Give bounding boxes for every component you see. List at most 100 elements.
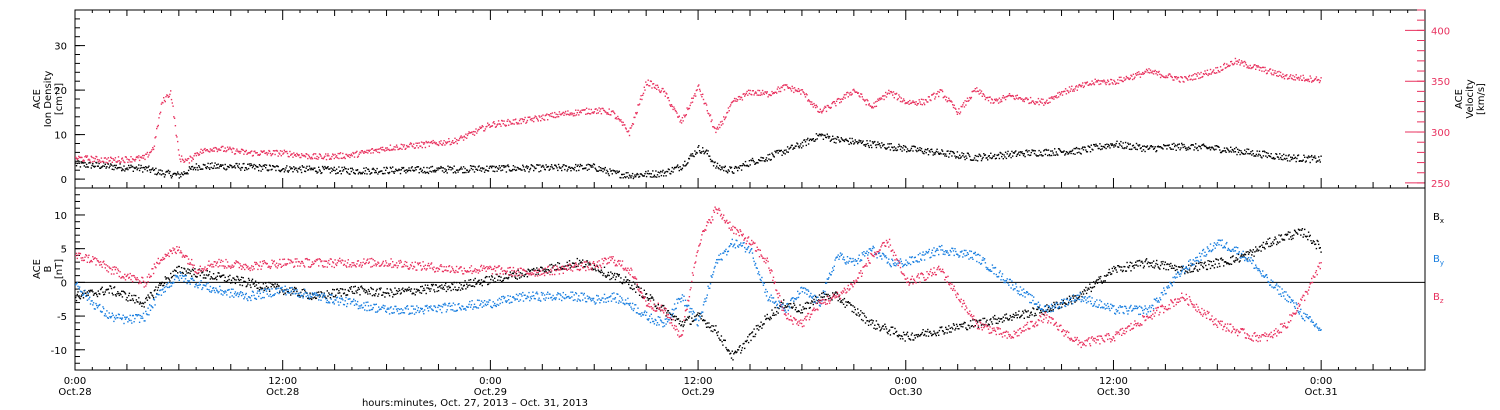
top-series-velocity-point [222, 145, 224, 148]
top-series-velocity-point [982, 93, 984, 95]
bottom-series-bx-point [556, 268, 558, 271]
top-series-velocity-point [557, 116, 560, 118]
bottom-series-bx-point [998, 320, 1001, 323]
top-series-velocity-point [355, 151, 357, 154]
top-series-density-point [139, 167, 141, 169]
top-series-density-point [496, 170, 498, 172]
bottom-series-bx-point [1238, 261, 1240, 263]
bottom-series-bx-point [849, 302, 851, 304]
top-series-velocity-point [377, 151, 379, 153]
top-series-velocity-point [1041, 102, 1043, 104]
top-series-velocity-point [828, 106, 830, 108]
top-series-velocity-point [205, 150, 207, 152]
top-series-density-point [983, 153, 985, 155]
top-series-velocity-point [955, 108, 957, 110]
bottom-series-bx-point [1191, 271, 1193, 273]
bottom-series-bx-point [265, 282, 267, 284]
top-series-velocity-point [795, 90, 797, 92]
top-series-density-point [249, 165, 251, 167]
bottom-series-bx-point [416, 288, 418, 290]
bottom-series-bx-point [212, 278, 214, 280]
bottom-series-bx-point [268, 281, 270, 284]
top-series-velocity-point [851, 93, 853, 95]
top-series-density-point [1247, 148, 1250, 151]
bottom-series-bx-point [1138, 259, 1141, 262]
top-series-density-point [967, 152, 969, 155]
top-series-density-point [423, 170, 426, 173]
bottom-series-bx-point [1203, 262, 1205, 265]
bottom-series-bx-point [839, 301, 842, 303]
top-series-density-point [1210, 147, 1212, 149]
bottom-left-tick-label: 10 [54, 211, 67, 222]
top-series-velocity-point [1174, 76, 1176, 78]
top-series-velocity-point [666, 97, 669, 99]
top-series-velocity-point [88, 158, 90, 160]
top-series-density-point [284, 169, 286, 171]
top-series-velocity-point [339, 152, 342, 154]
top-series-velocity-point [131, 161, 133, 163]
bottom-series-bx-point [1261, 244, 1263, 246]
top-series-density-point [702, 150, 705, 152]
top-series-velocity-point [997, 98, 999, 101]
bottom-series-bx-point [583, 266, 585, 268]
top-series-density-point [370, 172, 372, 174]
top-series-velocity-point [1158, 70, 1160, 73]
top-series-density-point [851, 137, 853, 140]
bottom-series-bx-point [857, 312, 860, 314]
top-series-density-point [970, 159, 973, 161]
top-series-density-point [723, 169, 725, 172]
top-series-density-point [325, 167, 327, 169]
top-series-velocity-point [863, 99, 865, 101]
top-series-velocity-point [1022, 98, 1025, 101]
bottom-series-bx-point [800, 312, 802, 314]
top-series-velocity-point [440, 140, 442, 142]
top-series-density-point [109, 165, 111, 167]
bottom-series-bx-point [1017, 314, 1019, 316]
bottom-series-bx-point [494, 281, 497, 283]
top-series-velocity-point [126, 158, 128, 160]
top-series-velocity-point [311, 158, 314, 160]
top-series-velocity-point [707, 112, 709, 114]
top-series-density-point [1043, 149, 1046, 151]
top-series-density-point [1258, 153, 1260, 155]
bottom-series-bx-point [1158, 267, 1160, 269]
bottom-series-bx-point [863, 312, 865, 315]
bottom-series-by-point [137, 314, 139, 316]
top-series-density-point [1015, 155, 1018, 157]
top-series-density-point [1179, 149, 1181, 151]
bottom-series-bx-point [1146, 262, 1149, 265]
top-series-velocity-point [1290, 74, 1292, 76]
top-series-velocity-point [393, 146, 395, 148]
top-series-density-point [366, 173, 368, 175]
top-series-density-point [735, 166, 737, 168]
top-series-velocity-point [438, 141, 441, 143]
top-series-velocity-point [835, 100, 838, 102]
top-series-velocity-point [549, 115, 551, 117]
top-series-density-point [1145, 146, 1147, 148]
bottom-series-bx-point [117, 292, 120, 295]
top-series-velocity-point [1031, 100, 1033, 102]
bottom-series-bx-point [810, 302, 812, 304]
top-series-density-point [561, 166, 564, 168]
top-series-density-point [1129, 143, 1131, 145]
top-series-velocity-point [902, 100, 904, 102]
top-series-velocity-point [506, 120, 508, 122]
top-series-velocity-point [712, 126, 714, 128]
top-series-density-point [769, 153, 771, 156]
bottom-series-bx-point [1089, 283, 1091, 285]
bottom-series-bx-point [668, 312, 670, 314]
top-series-velocity-point [480, 126, 483, 129]
bottom-series-bx-point [847, 301, 849, 303]
top-series-density-point [236, 162, 238, 165]
top-series-velocity-point [783, 84, 785, 86]
top-series-velocity-point [645, 81, 647, 83]
top-series-velocity-point [624, 124, 626, 126]
bottom-series-bx-point [731, 350, 733, 352]
top-series-velocity-point [761, 89, 764, 92]
bottom-series-bx-point [1243, 255, 1245, 257]
top-series-density-point [541, 165, 543, 167]
top-series-density-point [199, 168, 201, 170]
top-series-density-point [293, 168, 296, 171]
top-series-density-point [138, 169, 141, 172]
top-series-density-point [990, 157, 993, 160]
